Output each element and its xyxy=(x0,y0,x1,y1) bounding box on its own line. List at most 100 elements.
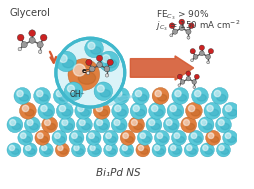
Ellipse shape xyxy=(177,94,186,101)
Circle shape xyxy=(56,51,76,72)
Text: e⁻: e⁻ xyxy=(82,68,90,74)
Ellipse shape xyxy=(99,109,108,116)
Circle shape xyxy=(104,66,110,72)
Ellipse shape xyxy=(189,149,197,154)
Circle shape xyxy=(69,130,84,145)
Circle shape xyxy=(187,145,192,151)
Circle shape xyxy=(89,133,94,139)
Circle shape xyxy=(20,102,36,119)
Circle shape xyxy=(58,145,63,151)
Ellipse shape xyxy=(47,123,56,130)
Ellipse shape xyxy=(197,94,206,101)
Ellipse shape xyxy=(23,136,31,143)
Circle shape xyxy=(96,105,103,112)
Circle shape xyxy=(219,145,224,151)
Ellipse shape xyxy=(105,60,117,68)
Circle shape xyxy=(193,54,198,59)
Circle shape xyxy=(207,105,213,112)
Circle shape xyxy=(192,88,208,104)
FancyArrow shape xyxy=(130,56,194,80)
Circle shape xyxy=(154,130,169,145)
Ellipse shape xyxy=(82,123,90,130)
Circle shape xyxy=(59,117,75,133)
Ellipse shape xyxy=(169,123,177,130)
Ellipse shape xyxy=(64,123,73,130)
Ellipse shape xyxy=(70,90,81,97)
Circle shape xyxy=(89,66,95,72)
Circle shape xyxy=(184,143,198,157)
Circle shape xyxy=(105,74,108,77)
Circle shape xyxy=(94,117,110,133)
Circle shape xyxy=(138,145,144,151)
Circle shape xyxy=(20,133,26,139)
Circle shape xyxy=(23,143,37,157)
Circle shape xyxy=(115,105,121,112)
Text: Bi₁Pd NS: Bi₁Pd NS xyxy=(96,168,140,178)
Circle shape xyxy=(53,88,70,104)
Circle shape xyxy=(133,105,139,112)
Ellipse shape xyxy=(193,136,202,143)
Circle shape xyxy=(136,143,150,157)
Circle shape xyxy=(94,82,113,101)
Circle shape xyxy=(56,38,125,107)
Circle shape xyxy=(204,102,221,119)
Ellipse shape xyxy=(60,149,68,154)
Circle shape xyxy=(155,90,161,97)
Circle shape xyxy=(41,105,47,112)
Circle shape xyxy=(208,49,214,54)
Text: OH⁻: OH⁻ xyxy=(70,91,85,99)
Circle shape xyxy=(88,42,95,49)
Circle shape xyxy=(169,23,175,29)
Circle shape xyxy=(167,102,184,119)
Circle shape xyxy=(76,90,82,97)
Circle shape xyxy=(96,90,102,97)
Circle shape xyxy=(157,133,163,139)
Circle shape xyxy=(149,102,165,119)
Ellipse shape xyxy=(43,109,53,116)
Circle shape xyxy=(170,105,176,112)
Circle shape xyxy=(106,133,112,139)
Ellipse shape xyxy=(173,149,180,154)
Circle shape xyxy=(189,23,194,29)
Circle shape xyxy=(195,90,201,97)
Circle shape xyxy=(163,117,179,133)
Circle shape xyxy=(112,102,129,119)
Circle shape xyxy=(203,145,208,151)
Circle shape xyxy=(122,145,128,151)
Ellipse shape xyxy=(25,109,34,116)
Circle shape xyxy=(216,117,231,133)
Ellipse shape xyxy=(11,149,19,154)
Circle shape xyxy=(10,119,16,125)
Circle shape xyxy=(186,102,202,119)
Circle shape xyxy=(29,37,35,43)
Circle shape xyxy=(93,88,110,104)
Circle shape xyxy=(35,130,50,145)
Ellipse shape xyxy=(136,109,145,116)
Circle shape xyxy=(179,19,185,25)
Ellipse shape xyxy=(78,72,96,84)
Circle shape xyxy=(129,117,145,133)
Ellipse shape xyxy=(28,149,35,154)
Text: FE$_{C_3}$ > 90%: FE$_{C_3}$ > 90% xyxy=(156,8,210,22)
Ellipse shape xyxy=(92,149,100,154)
Circle shape xyxy=(103,130,118,145)
Circle shape xyxy=(62,119,68,125)
Ellipse shape xyxy=(211,136,219,143)
Ellipse shape xyxy=(176,136,184,143)
Circle shape xyxy=(37,42,43,48)
Ellipse shape xyxy=(191,109,200,116)
Circle shape xyxy=(170,34,173,37)
Circle shape xyxy=(135,90,142,97)
Circle shape xyxy=(76,117,92,133)
Ellipse shape xyxy=(108,149,116,154)
Circle shape xyxy=(68,59,100,90)
Circle shape xyxy=(86,59,92,65)
Ellipse shape xyxy=(221,123,229,130)
Circle shape xyxy=(183,119,189,125)
Circle shape xyxy=(225,133,231,139)
Circle shape xyxy=(39,143,53,157)
Circle shape xyxy=(7,117,23,133)
Circle shape xyxy=(93,102,110,119)
Circle shape xyxy=(72,133,77,139)
Circle shape xyxy=(97,55,103,61)
